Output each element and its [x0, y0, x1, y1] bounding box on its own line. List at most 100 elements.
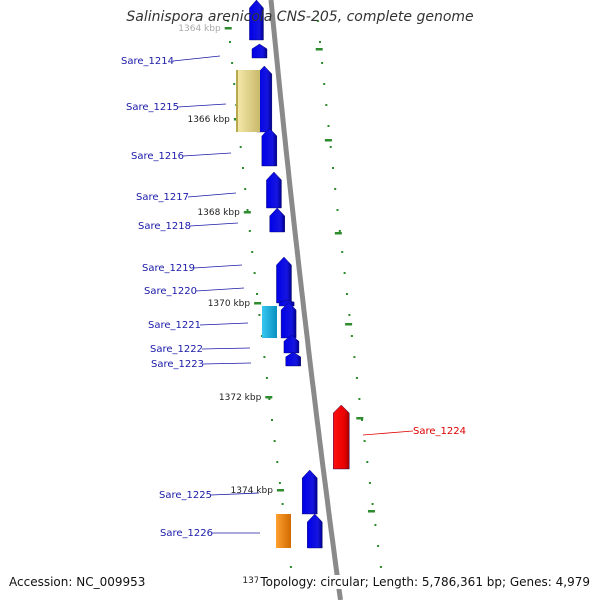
inner-tick-mark	[263, 356, 266, 358]
outer-tick-mark	[334, 188, 337, 190]
inner-tick-mark	[271, 419, 273, 421]
feature-block-orange	[276, 514, 291, 548]
outer-major-tick	[315, 48, 323, 51]
inner-tick-mark	[258, 314, 261, 316]
gene-arrow-Sare_1216	[261, 127, 278, 167]
ruler-major-tick	[265, 396, 273, 399]
gene-label: Sare_1226	[160, 528, 213, 539]
outer-tick-mark	[377, 545, 380, 547]
inner-tick-mark	[251, 251, 254, 253]
inner-tick-mark	[248, 230, 251, 232]
outer-tick-mark	[368, 482, 371, 484]
gene-label: Sare_1223	[151, 359, 204, 370]
outer-tick-mark	[358, 398, 361, 400]
inner-tick-mark	[265, 377, 268, 379]
outer-tick-mark	[338, 230, 341, 232]
gene-arrow-Sare_1219	[276, 256, 292, 304]
inner-tick-mark	[231, 62, 234, 64]
gene-label: Sare_1225	[159, 490, 212, 501]
inner-tick-mark	[260, 335, 263, 337]
outer-tick-mark	[374, 524, 377, 526]
gene-leader-line	[195, 287, 245, 292]
outer-tick-mark	[343, 272, 346, 274]
outer-tick-mark	[366, 461, 369, 463]
gene-label: Sare_1221	[148, 320, 201, 331]
outer-tick-mark	[319, 41, 321, 43]
gene-leader-line	[202, 362, 252, 365]
gene-leader-line	[187, 192, 237, 198]
gene-label: Sare_1220	[144, 286, 197, 297]
outer-tick-mark	[325, 104, 328, 106]
ruler-major-tick	[243, 211, 251, 214]
ruler-major-tick	[224, 27, 232, 30]
gene-leader-line	[201, 347, 251, 350]
inner-tick-mark	[244, 188, 247, 190]
outer-tick-mark	[332, 167, 334, 169]
gene-label: Sare_1214	[121, 56, 174, 67]
gene-leader-line	[193, 264, 243, 269]
ruler-label: 1368 kbp	[197, 208, 240, 218]
inner-tick-mark	[278, 482, 281, 484]
outer-tick-mark	[348, 314, 351, 316]
page-title: Salinispora arenicola CNS-205, complete …	[126, 9, 474, 25]
gene-arrow-Sare_1225	[302, 469, 318, 515]
outer-major-tick	[367, 510, 375, 513]
outer-tick-mark	[341, 251, 344, 253]
gene-arrow-Sare_1226	[307, 513, 323, 549]
feature-edge	[236, 70, 238, 132]
outer-tick-mark	[323, 83, 326, 85]
ruler-label: 1364 kbp	[178, 24, 221, 34]
outer-tick-mark	[353, 356, 356, 358]
accession-text: Accession: NC_009953	[9, 575, 146, 589]
genome-backbone	[268, 0, 343, 601]
outer-tick-mark	[316, 20, 319, 22]
inner-tick-mark	[253, 272, 256, 274]
gene-leader-line	[189, 222, 239, 227]
outer-major-tick	[334, 232, 342, 235]
inner-tick-mark	[242, 167, 244, 169]
ruler-major-tick	[254, 302, 262, 305]
gene-arrow-Sare_1222	[283, 334, 300, 354]
gene-arrow-Sare_1223	[285, 351, 301, 367]
inner-tick-mark	[229, 41, 231, 43]
gene-leader-line	[210, 492, 260, 496]
ruler-label: 1372 kbp	[219, 393, 262, 403]
gene-arrow	[249, 0, 264, 41]
inner-tick-mark	[276, 461, 279, 463]
gene-label: Sare_1217	[136, 192, 189, 203]
outer-tick-mark	[321, 62, 324, 64]
gene-leader-line	[199, 322, 249, 326]
outer-tick-mark	[355, 377, 358, 379]
feature-block-cyan	[262, 306, 277, 338]
outer-tick-mark	[363, 440, 366, 442]
outer-major-tick	[324, 139, 332, 142]
outer-tick-mark	[379, 566, 382, 568]
inner-tick-mark	[226, 20, 229, 22]
inner-tick-mark	[273, 440, 276, 442]
gene-leader-line	[182, 152, 232, 157]
inner-tick-mark	[268, 398, 271, 400]
outer-major-tick	[356, 417, 364, 420]
inner-tick-mark	[281, 503, 284, 505]
ruler-major-tick	[276, 489, 284, 492]
outer-tick-mark	[361, 419, 363, 421]
outer-tick-mark	[371, 503, 374, 505]
inner-tick-mark	[256, 293, 258, 295]
gene-label: Sare_1222	[150, 344, 203, 355]
gene-arrow-Sare_1217	[266, 171, 282, 209]
ruler-label: 1374 kbp	[231, 486, 274, 496]
inner-tick-mark	[246, 209, 249, 211]
outer-tick-mark	[350, 335, 353, 337]
gene-label: Sare_1219	[142, 263, 195, 274]
gene-label: Sare_1224	[413, 426, 466, 437]
gene-label: Sare_1218	[138, 221, 191, 232]
outer-tick-mark	[329, 146, 332, 148]
gene-leader-line	[172, 55, 221, 62]
gene-arrow-Sare_1218	[269, 207, 285, 233]
inner-tick-mark	[289, 566, 292, 568]
gene-arrow-Sare_1214	[251, 43, 268, 59]
gene-label: Sare_1215	[126, 102, 179, 113]
outer-tick-mark	[327, 125, 330, 127]
